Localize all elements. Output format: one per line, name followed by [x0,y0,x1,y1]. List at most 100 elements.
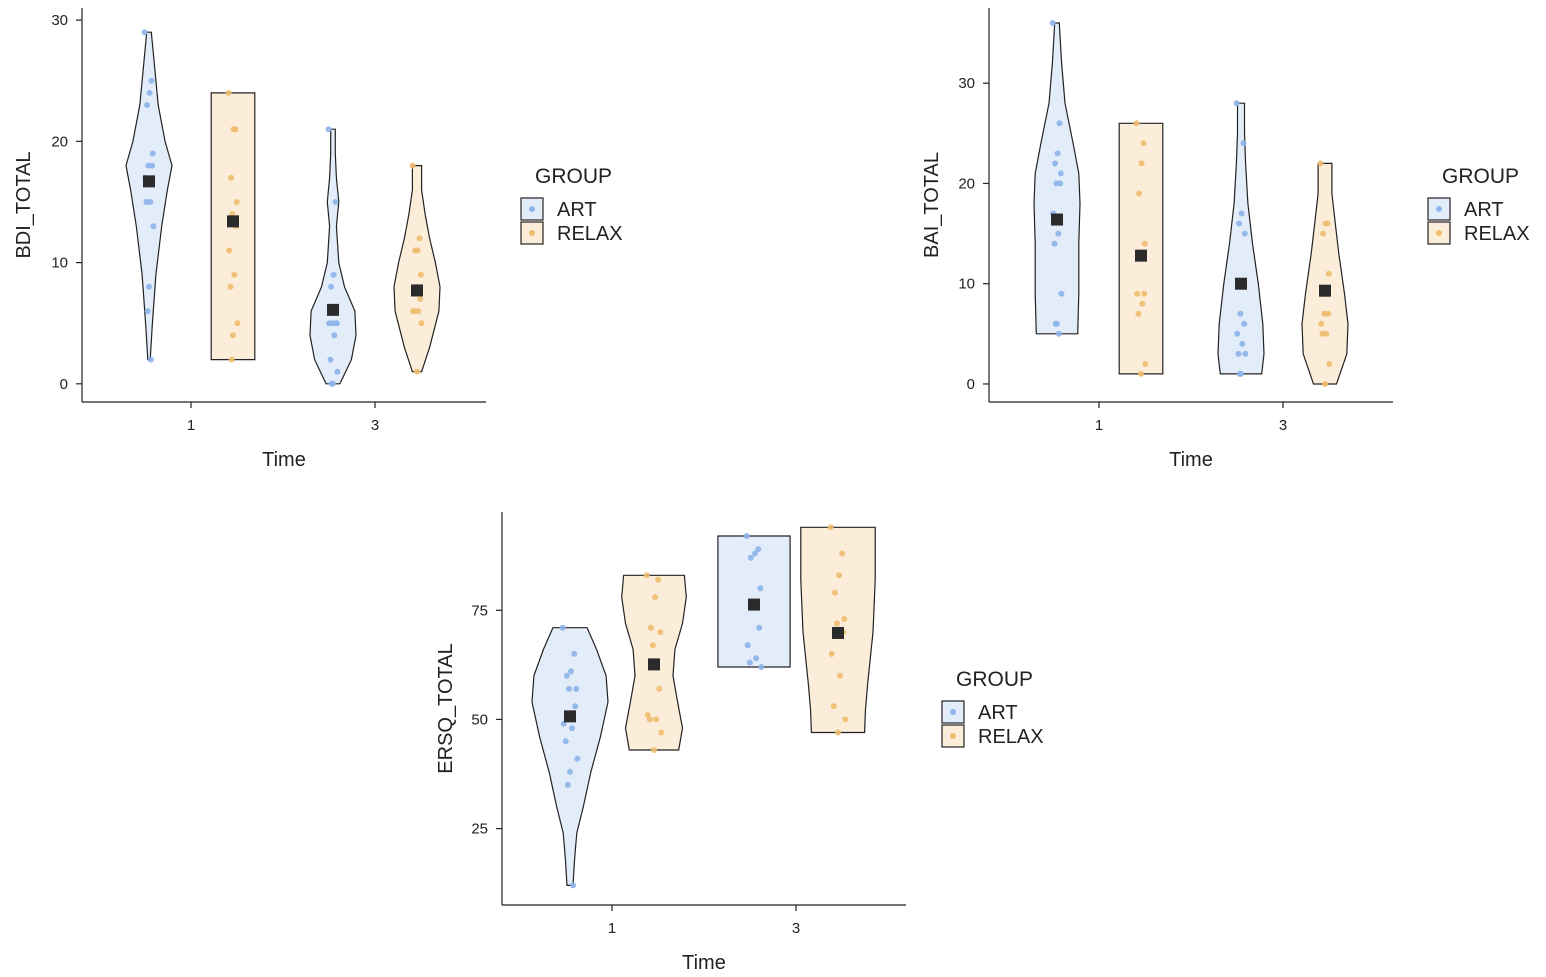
relax-data-point [231,271,238,278]
relax-data-point [643,572,650,579]
relax-violin [393,165,441,373]
art-data-point [566,685,572,692]
art-data-point [753,655,760,662]
relax-data-point [827,524,834,531]
x-tick-label: 1 [1095,417,1103,434]
relax-data-point [412,247,419,254]
art-data-point [1054,150,1061,157]
relax-data-point [1320,230,1327,237]
relax-data-point [1134,290,1141,297]
relax-data-point [1322,220,1329,227]
art-data-point [333,320,340,327]
legend-title: GROUP [535,165,612,188]
art-data-point [1237,310,1244,317]
relax-data-point [1133,120,1140,127]
art-data-point [1242,350,1249,357]
y-tick-label: 30 [958,75,975,92]
relax-data-point [417,296,424,302]
art-violin [1033,22,1081,335]
art-data-point [1055,330,1062,337]
art-data-point [574,755,581,762]
art-legend-dot [950,709,956,715]
y-tick-label: 10 [958,276,975,293]
art-data-point [568,668,574,675]
art-data-point [758,664,765,670]
x-axis-title: Time [1169,449,1213,471]
y-tick-label: 50 [471,711,488,728]
art-data-point [1051,240,1058,247]
y-tick-label: 30 [51,12,68,29]
art-data-point [564,781,571,788]
mean-marker [1135,249,1147,262]
art-data-point [1236,370,1243,377]
art-data-point [331,332,338,339]
art-data-point [141,29,148,36]
y-tick-label: 75 [471,602,488,619]
y-tick-label: 20 [958,175,975,192]
relax-data-point [227,283,234,290]
mean-marker [748,598,760,611]
y-axis-title: BDI_TOTAL [13,151,35,258]
relax-data-point [1141,240,1148,247]
art-data-point [147,356,154,363]
relax-data-point [841,616,848,622]
relax-data-point [417,271,424,278]
art-data-point [1240,140,1247,147]
art-data-point [325,126,332,133]
art-legend-label: ART [1464,199,1504,221]
y-tick-label: 25 [471,821,488,838]
art-data-point [569,725,576,732]
relax-data-point [839,550,846,557]
art-data-point [332,199,339,205]
relax-data-point [828,650,835,657]
relax-data-point [831,589,838,596]
art-data-point [149,162,156,169]
relax-data-point [1326,360,1333,367]
relax-data-point [230,126,237,133]
art-data-point [334,368,341,375]
relax-data-point [651,747,657,753]
art-data-point [567,768,573,775]
relax-data-point [1139,300,1146,307]
relax-data-point [657,629,664,636]
relax-data-point [647,624,654,631]
art-data-point [1233,100,1240,107]
art-data-point [149,150,156,157]
art-data-point [563,672,570,679]
art-data-point [1235,350,1242,357]
relax-data-point [1325,310,1332,317]
art-data-point [562,738,569,745]
art-data-point [1056,120,1063,127]
relax-data-point [1138,160,1145,167]
art-data-point [144,102,151,108]
y-tick-label: 0 [60,376,68,393]
y-tick-label: 20 [51,133,68,150]
art-data-point [146,283,152,290]
relax-data-point [653,716,660,723]
relax-data-point [842,716,849,723]
art-data-point [744,642,751,649]
y-axis-title: BAI_TOTAL [921,152,943,258]
art-data-point [756,624,763,631]
relax-legend-dot [950,733,956,739]
relax-data-point [226,247,233,254]
art-data-point [1241,320,1248,327]
relax-data-point [1317,160,1324,167]
mean-marker [411,284,423,297]
relax-data-point [834,620,840,627]
art-legend-label: ART [978,702,1018,724]
mean-marker [832,626,844,639]
mean-marker [143,175,155,188]
art-legend-label: ART [557,199,597,221]
relax-legend-label: RELAX [978,726,1044,748]
relax-violin [1301,162,1349,385]
relax-data-point [234,320,241,327]
art-data-point [752,550,758,557]
x-tick-label: 3 [371,417,379,434]
relax-data-point [233,199,240,205]
